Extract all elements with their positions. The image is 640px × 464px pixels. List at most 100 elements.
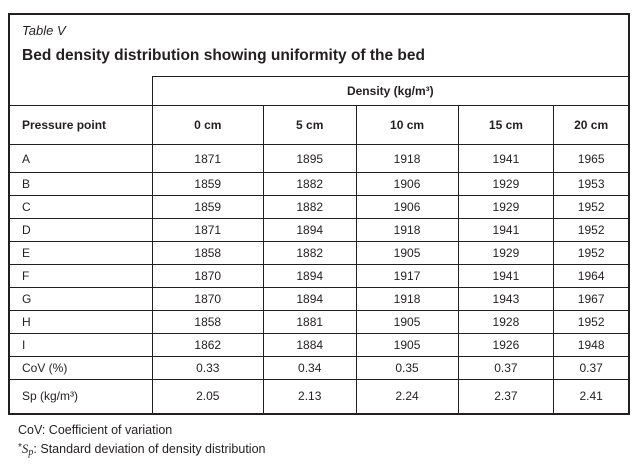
table-row: A 1871 1895 1918 1941 1965: [10, 144, 628, 173]
footnote-symbol-s: S: [21, 441, 29, 456]
row-label: G: [10, 287, 153, 311]
density-value-cell: 1894: [262, 218, 357, 242]
density-value-cell: 1881: [262, 310, 357, 334]
group-header-row: Density (kg/m³): [10, 76, 628, 106]
table-label: Table V: [22, 23, 66, 38]
row-label: H: [10, 310, 153, 334]
density-value-cell: 1894: [262, 287, 357, 311]
density-value-cell: 1928: [457, 310, 555, 334]
column-header-5cm: 5 cm: [262, 105, 357, 145]
density-value-cell: 2.05: [151, 379, 264, 413]
table-container: Table V Bed density distribution showing…: [8, 13, 630, 415]
density-value-cell: 1952: [553, 241, 628, 265]
density-value-cell: 1858: [151, 241, 264, 265]
density-value-cell: 0.37: [457, 356, 555, 380]
density-value-cell: 1871: [151, 144, 264, 173]
density-value-cell: 2.37: [457, 379, 555, 413]
density-value-cell: 1858: [151, 310, 264, 334]
row-label: A: [10, 144, 153, 173]
density-value-cell: 0.33: [151, 356, 264, 380]
density-value-cell: 1859: [151, 195, 264, 219]
density-value-cell: 1894: [262, 264, 357, 288]
row-label: CoV (%): [10, 356, 153, 380]
density-value-cell: 1941: [457, 218, 555, 242]
density-value-cell: 1929: [457, 172, 555, 196]
column-header-pressure-point: Pressure point: [10, 105, 153, 145]
column-header-0cm: 0 cm: [151, 105, 264, 145]
table-row: G 1870 1894 1918 1943 1967: [10, 287, 628, 311]
density-value-cell: 1929: [457, 195, 555, 219]
density-value-cell: 1906: [355, 195, 459, 219]
density-value-cell: 1917: [355, 264, 459, 288]
column-header-row: Pressure point 0 cm 5 cm 10 cm 15 cm 20 …: [10, 105, 628, 145]
table-row: E 1858 1882 1905 1929 1952: [10, 241, 628, 265]
row-label: C: [10, 195, 153, 219]
footnotes: CoV: Coefficient of variation *Sp: Stand…: [18, 422, 266, 461]
footnote-asterisk: *: [18, 442, 22, 453]
table-row: D 1871 1894 1918 1941 1952: [10, 218, 628, 242]
table-row: I 1862 1884 1905 1926 1948: [10, 333, 628, 357]
table-row: B 1859 1882 1906 1929 1953: [10, 172, 628, 196]
row-label: Sp (kg/m³): [10, 379, 153, 413]
table-row: CoV (%) 0.33 0.34 0.35 0.37 0.37: [10, 356, 628, 380]
table-body: A 1871 1895 1918 1941 1965 B 1859 1882 1906 1929 19…: [10, 144, 628, 413]
footnote-sp: *Sp: Standard deviation of density distr…: [18, 439, 266, 461]
density-value-cell: 1859: [151, 172, 264, 196]
density-value-cell: 1905: [355, 333, 459, 357]
footnote-cov: CoV: Coefficient of variation: [18, 423, 173, 437]
row-label: E: [10, 241, 153, 265]
row-label: F: [10, 264, 153, 288]
density-value-cell: 1884: [262, 333, 357, 357]
density-value-cell: 1882: [262, 241, 357, 265]
table-row: Sp (kg/m³) 2.05 2.13 2.24 2.37 2.41: [10, 379, 628, 413]
density-value-cell: 1967: [553, 287, 628, 311]
density-value-cell: 1952: [553, 310, 628, 334]
column-header-15cm: 15 cm: [457, 105, 555, 145]
row-label: D: [10, 218, 153, 242]
density-value-cell: 2.24: [355, 379, 459, 413]
density-value-cell: 1941: [457, 144, 555, 173]
density-value-cell: 1895: [262, 144, 357, 173]
density-value-cell: 1964: [553, 264, 628, 288]
density-value-cell: 1870: [151, 287, 264, 311]
density-value-cell: 1941: [457, 264, 555, 288]
density-value-cell: 0.34: [262, 356, 357, 380]
footnote-sp-text: : Standard deviation of density distribu…: [33, 442, 266, 456]
column-header-10cm: 10 cm: [355, 105, 459, 145]
density-value-cell: 1929: [457, 241, 555, 265]
density-value-cell: 1952: [553, 218, 628, 242]
density-value-cell: 1870: [151, 264, 264, 288]
footnote-subscript-p: p: [28, 447, 34, 458]
table-row: F 1870 1894 1917 1941 1964: [10, 264, 628, 288]
density-value-cell: 1871: [151, 218, 264, 242]
density-value-cell: 1943: [457, 287, 555, 311]
caption-block: Table V Bed density distribution showing…: [10, 15, 628, 65]
density-value-cell: 1953: [553, 172, 628, 196]
density-value-cell: 1862: [151, 333, 264, 357]
density-value-cell: 1906: [355, 172, 459, 196]
density-value-cell: 1918: [355, 144, 459, 173]
group-header-density: Density (kg/m³): [151, 76, 628, 106]
density-value-cell: 0.35: [355, 356, 459, 380]
row-label: I: [10, 333, 153, 357]
column-header-20cm: 20 cm: [553, 105, 628, 145]
density-value-cell: 1948: [553, 333, 628, 357]
density-value-cell: 2.13: [262, 379, 357, 413]
density-value-cell: 1905: [355, 241, 459, 265]
density-value-cell: 1882: [262, 195, 357, 219]
corner-empty-cell: [10, 76, 153, 106]
density-value-cell: 0.37: [553, 356, 628, 380]
density-value-cell: 1918: [355, 218, 459, 242]
density-value-cell: 1918: [355, 287, 459, 311]
density-value-cell: 1965: [553, 144, 628, 173]
density-value-cell: 1905: [355, 310, 459, 334]
density-table: Density (kg/m³) Pressure point 0 cm 5 cm…: [10, 76, 628, 413]
density-value-cell: 1952: [553, 195, 628, 219]
row-label: B: [10, 172, 153, 196]
table-title: Bed density distribution showing uniform…: [22, 47, 425, 64]
table-row: H 1858 1881 1905 1928 1952: [10, 310, 628, 334]
density-value-cell: 2.41: [553, 379, 628, 413]
table-row: C 1859 1882 1906 1929 1952: [10, 195, 628, 219]
density-value-cell: 1926: [457, 333, 555, 357]
